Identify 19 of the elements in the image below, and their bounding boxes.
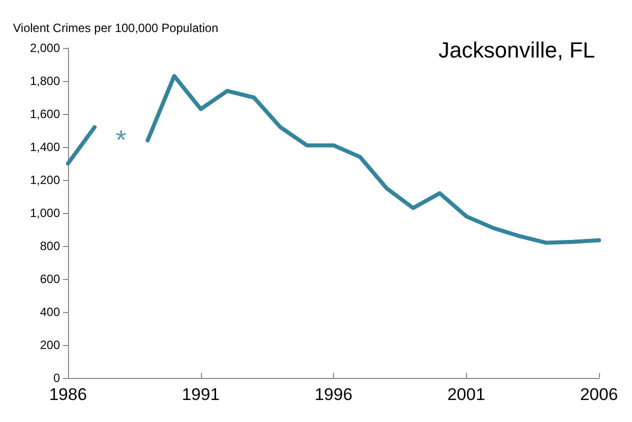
y-tick-label: 1,200 — [30, 173, 60, 187]
annotation: * — [116, 124, 127, 156]
x-tick-label: 2001 — [447, 385, 486, 404]
y-tick-label: 1,600 — [30, 107, 60, 121]
x-tick-label: 1996 — [314, 385, 352, 404]
y-tick-label: 1,000 — [30, 206, 60, 220]
x-tick-label: 2006 — [580, 385, 618, 404]
x-tick-label: 1986 — [49, 385, 87, 404]
y-tick-label: 600 — [40, 272, 60, 286]
y-tick-label: 800 — [40, 239, 60, 253]
y-tick-label: 400 — [40, 305, 60, 319]
y-tick-label: 0 — [53, 371, 60, 385]
y-tick-label: 1,800 — [30, 74, 60, 88]
y-tick-label: 200 — [40, 338, 60, 352]
chart-title: Jacksonville, FL — [438, 38, 596, 62]
y-tick-label: 1,400 — [30, 140, 60, 154]
y-tick-label: 2,000 — [30, 41, 60, 55]
y-axis-title: Violent Crimes per 100,000 Population — [13, 21, 218, 35]
x-tick-label: 1991 — [182, 385, 220, 404]
